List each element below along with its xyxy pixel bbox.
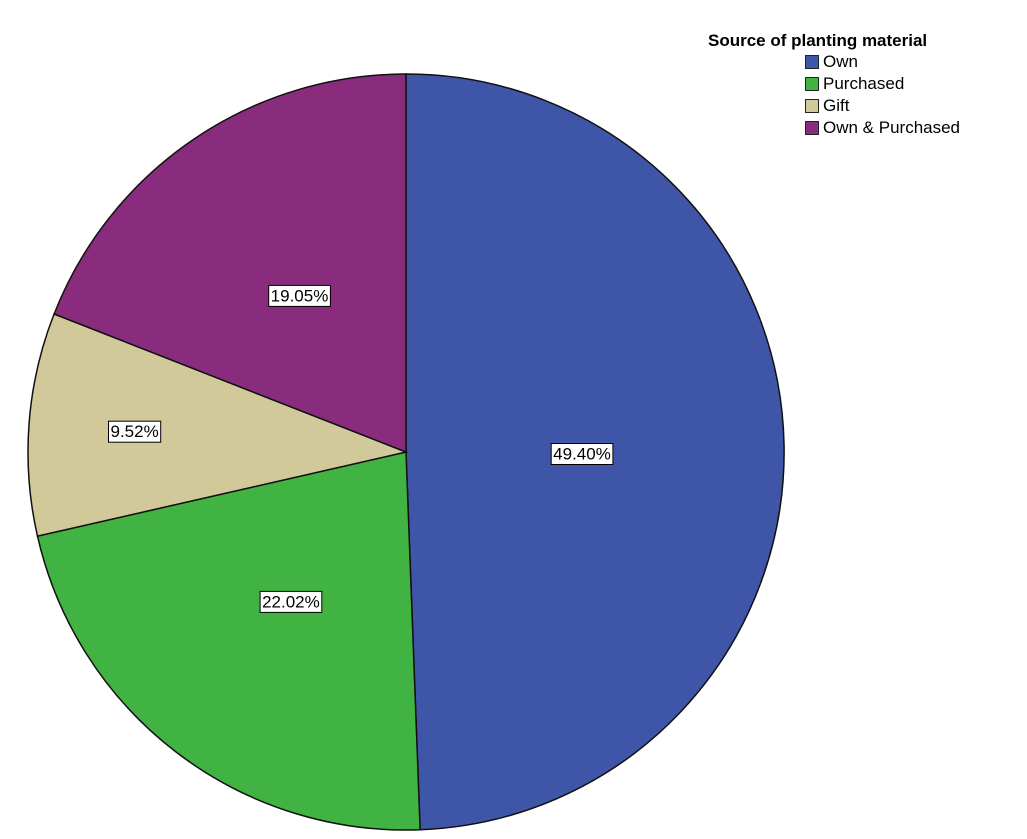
legend-label-own: Own [823,52,858,71]
pie-slice-purchased [36,451,421,831]
legend-label-own-and-purchased: Own & Purchased [823,118,961,137]
data-label-text-gift: 9.52% [110,422,158,441]
data-label-text-purchased: 22.02% [262,592,320,611]
legend-swatch-gift [805,99,819,113]
legend-swatch-own-and-purchased [805,121,819,135]
legend-item-own-and-purchased: Own & Purchased [805,117,960,139]
legend-label-gift: Gift [823,96,850,115]
data-label-purchased: 22.02% [259,590,323,613]
legend: Source of planting material Own Purchase… [708,30,960,139]
legend-item-gift: Gift [805,95,960,117]
pie-slice-gift [27,313,409,538]
legend-item-own: Own [805,51,960,73]
data-label-gift: 9.52% [108,420,162,443]
pie-slice-own-and-purchased [53,73,407,454]
data-label-text-own: 49.40% [553,445,611,464]
data-label-own-and-purchased: 19.05% [268,284,331,307]
data-label-box-purchased [259,590,323,613]
legend-title: Source of planting material [708,31,928,50]
legend-swatch-own [805,55,819,69]
data-label-box-own [550,443,614,465]
legend-label-purchased: Purchased [823,74,905,93]
legend-swatch-purchased [805,77,819,91]
data-label-own: 49.40% [550,443,614,465]
data-label-box-gift [108,420,162,443]
data-label-text-own-and-purchased: 19.05% [271,286,329,305]
legend-item-purchased: Purchased [805,73,960,95]
data-label-box-own-and-purchased [268,284,331,307]
